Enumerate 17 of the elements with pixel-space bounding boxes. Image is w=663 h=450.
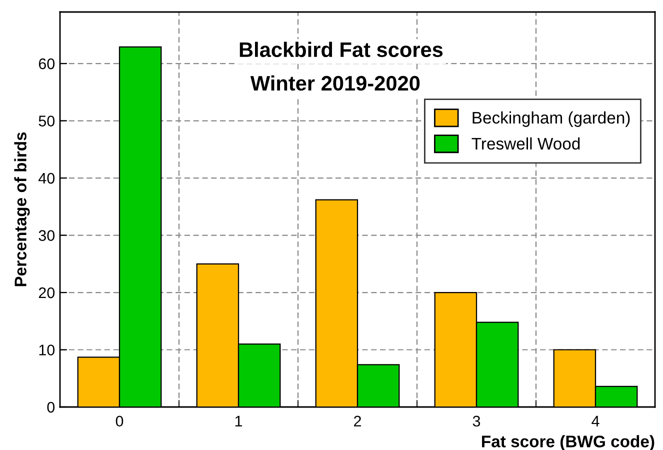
x-tick-label: 4 bbox=[592, 416, 600, 426]
y-tick-label: 40 bbox=[38, 172, 55, 184]
legend-label: Treswell Wood bbox=[472, 137, 580, 150]
y-tick-label: 10 bbox=[39, 344, 55, 356]
y-tick-label: 30 bbox=[38, 230, 55, 241]
x-tick-label: 1 bbox=[235, 416, 242, 426]
y-tick-label: 20 bbox=[38, 287, 55, 298]
y-tick-label: 0 bbox=[47, 402, 55, 413]
x-tick-label: 3 bbox=[472, 416, 480, 427]
text: Winter 2019-2020 bbox=[250, 75, 420, 91]
y-axis-title: Percentage of birds bbox=[14, 132, 30, 286]
legend-label: Beckingham (garden) bbox=[472, 111, 630, 127]
x-tick-label: 2 bbox=[354, 416, 361, 426]
x-tick-label: 0 bbox=[116, 416, 124, 427]
y-tick-label: 50 bbox=[38, 116, 55, 126]
text: Blackbird Fat scores bbox=[240, 42, 443, 58]
y-tick-label: 60 bbox=[38, 58, 55, 70]
